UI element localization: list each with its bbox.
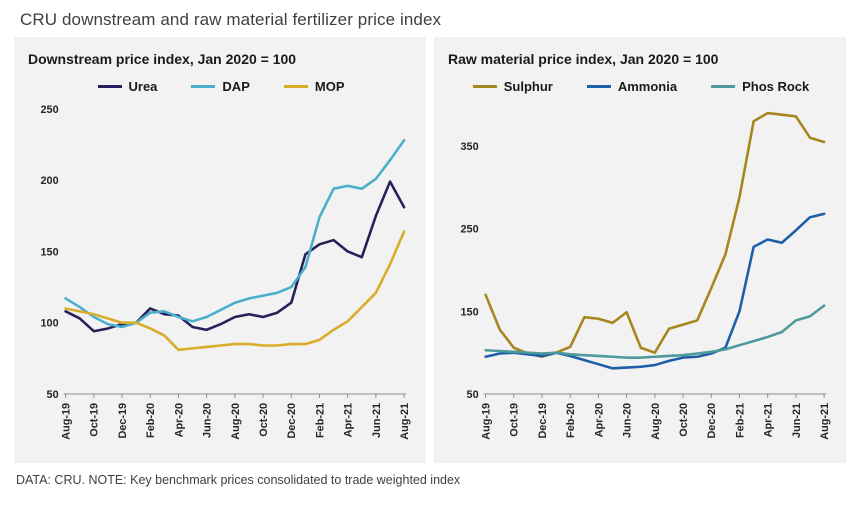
legend-item-phos-rock: Phos Rock	[711, 79, 809, 94]
charts-row: Downstream price index, Jan 2020 = 100 U…	[0, 37, 853, 463]
x-tick-label: Feb-21	[734, 403, 746, 438]
x-tick-label: Oct-20	[258, 403, 270, 437]
x-tick-label: Aug-20	[650, 403, 662, 440]
legend-swatch	[711, 85, 736, 88]
x-tick-label: Dec-20	[706, 403, 718, 439]
series-line-urea	[64, 180, 406, 333]
legend-item-ammonia: Ammonia	[586, 79, 678, 94]
legend-swatch	[472, 85, 497, 88]
legend-label: Urea	[128, 79, 158, 94]
x-tick-label: Aug-19	[481, 403, 493, 440]
downstream-chart: 50 100 150 200 250 Aug-19 Oct-19 Dec-19 Feb-20 Ap…	[41, 104, 412, 440]
x-tick-label: Oct-19	[89, 403, 101, 437]
series-line-sulphur	[484, 111, 826, 359]
legend-label: Sulphur	[503, 79, 553, 94]
legend-swatch	[283, 85, 308, 88]
legend-swatch	[586, 85, 611, 88]
legend-item-mop: MOP	[283, 79, 345, 94]
downstream-legend: Urea DAP MOP	[26, 76, 416, 101]
legend-item-sulphur: Sulphur	[472, 79, 553, 94]
y-tick-label: 100	[41, 318, 59, 330]
footnote: DATA: CRU. NOTE: Key benchmark prices co…	[16, 473, 461, 487]
legend-label: Phos Rock	[742, 79, 810, 94]
downstream-chart-title: Downstream price index, Jan 2020 = 100	[28, 51, 297, 67]
legend-label: MOP	[314, 79, 345, 94]
x-tick-label: Feb-20	[145, 403, 157, 438]
raw-material-chart: 50 150 250 350 Aug-19 Oct-19 Dec-19 Feb-20 Apr-2…	[461, 111, 831, 440]
downstream-chart-panel: Downstream price index, Jan 2020 = 100 U…	[14, 37, 426, 463]
y-tick-label: 250	[41, 104, 59, 116]
y-tick-label: 350	[461, 141, 479, 153]
series-line-mop	[64, 230, 406, 352]
legend-label: Ammonia	[617, 79, 678, 94]
series-line-phos-rock	[484, 304, 826, 359]
x-tick-label: Aug-19	[61, 403, 73, 440]
y-tick-label: 50	[467, 389, 479, 401]
series-line-dap	[64, 139, 406, 329]
x-tick-label: Dec-19	[117, 403, 129, 439]
x-tick-label: Apr-20	[173, 403, 185, 437]
y-tick-label: 200	[41, 175, 59, 187]
raw-material-chart-panel: Raw material price index, Jan 2020 = 100…	[434, 37, 846, 463]
y-tick-label: 150	[41, 246, 59, 258]
legend-swatch	[97, 85, 122, 88]
y-tick-label: 250	[461, 224, 479, 236]
legend-item-urea: Urea	[97, 79, 158, 94]
series-line-ammonia	[484, 212, 826, 370]
y-tick-label: 150	[461, 306, 479, 318]
x-tick-label: Jun-20	[622, 403, 634, 438]
x-tick-label: Jun-21	[791, 403, 803, 438]
y-tick-label: 50	[47, 389, 59, 401]
x-tick-label: Apr-20	[593, 403, 605, 437]
x-tick-label: Dec-20	[286, 403, 298, 439]
page-title: CRU downstream and raw material fertiliz…	[20, 10, 442, 29]
raw-material-chart-title: Raw material price index, Jan 2020 = 100	[448, 51, 719, 67]
x-tick-label: Dec-19	[537, 403, 549, 439]
x-tick-label: Aug-21	[399, 403, 411, 440]
x-tick-label: Feb-21	[314, 403, 326, 438]
x-tick-label: Aug-21	[819, 403, 831, 440]
legend-label: DAP	[222, 79, 250, 94]
x-tick-label: Apr-21	[763, 403, 775, 437]
x-tick-label: Apr-21	[343, 403, 355, 437]
legend-swatch	[191, 85, 216, 88]
x-tick-label: Oct-19	[509, 403, 521, 437]
x-tick-label: Jun-21	[371, 403, 383, 438]
x-tick-label: Aug-20	[230, 403, 242, 440]
x-tick-label: Oct-20	[678, 403, 690, 437]
raw-material-legend: Sulphur Ammonia Phos Rock	[446, 76, 836, 101]
x-tick-label: Feb-20	[565, 403, 577, 438]
legend-item-dap: DAP	[191, 79, 250, 94]
x-tick-label: Jun-20	[202, 403, 214, 438]
